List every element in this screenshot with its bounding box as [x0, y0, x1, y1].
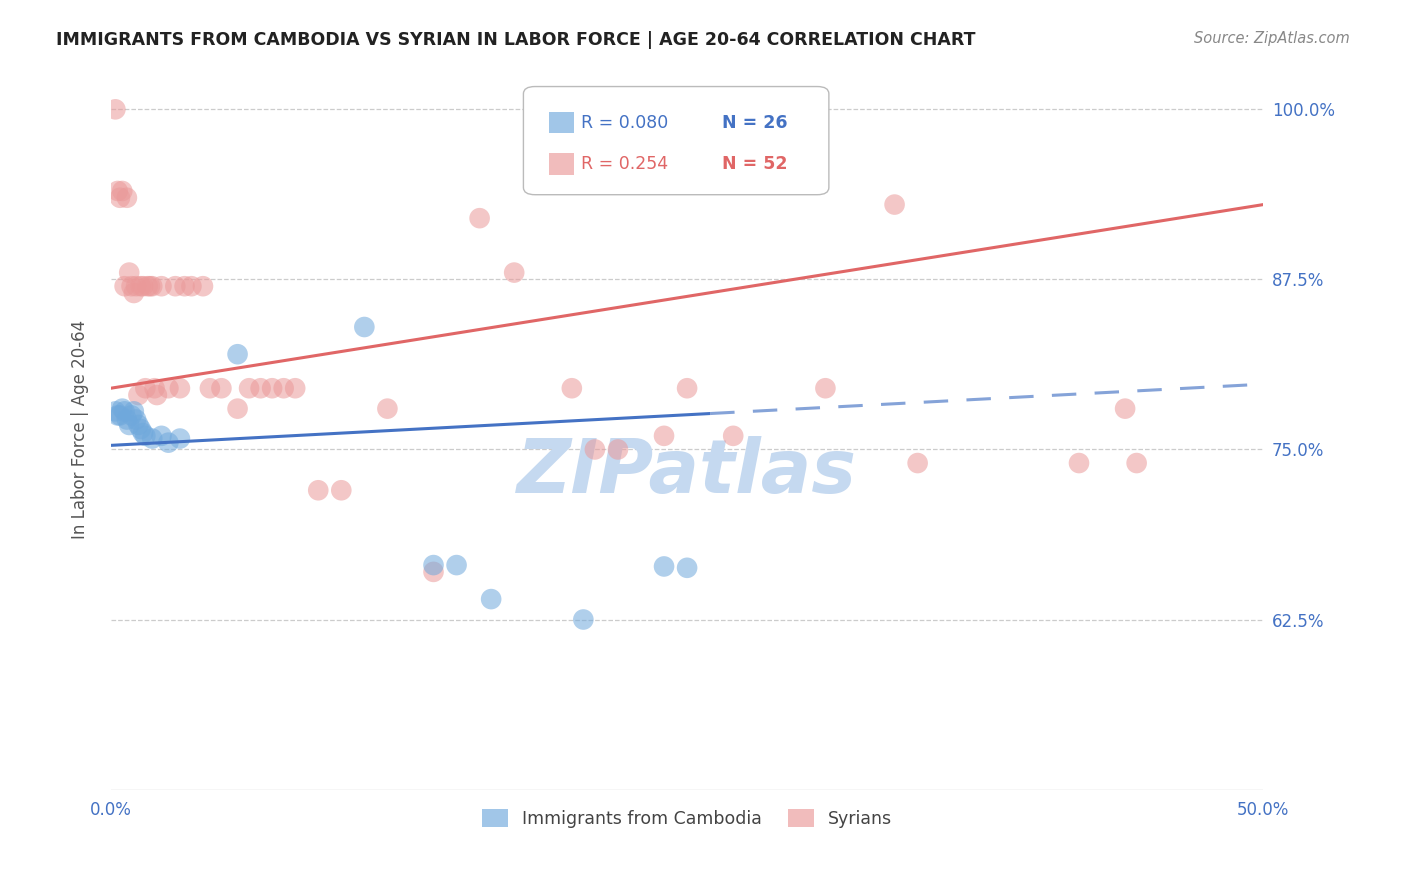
Point: [446, 558, 468, 573]
Point: [169, 432, 191, 446]
Point: [1067, 456, 1090, 470]
Point: [273, 381, 295, 395]
Point: [180, 279, 202, 293]
Point: [134, 429, 156, 443]
Point: [108, 191, 131, 205]
Point: [150, 279, 173, 293]
Text: N = 52: N = 52: [721, 154, 787, 173]
Legend: Immigrants from Cambodia, Syrians: Immigrants from Cambodia, Syrians: [475, 802, 898, 835]
Point: [107, 184, 129, 198]
Point: [479, 592, 502, 607]
Point: [111, 184, 134, 198]
Point: [468, 211, 491, 226]
Point: [108, 409, 131, 423]
Point: [127, 417, 149, 432]
Point: [583, 442, 606, 457]
Point: [121, 279, 143, 293]
Point: [226, 347, 249, 361]
Point: [907, 456, 929, 470]
Point: [238, 381, 260, 395]
Point: [503, 266, 526, 280]
Point: [249, 381, 271, 395]
Point: [141, 432, 163, 446]
Point: [1114, 401, 1136, 416]
Point: [111, 401, 134, 416]
Point: [169, 381, 191, 395]
Point: [139, 279, 162, 293]
Point: [814, 381, 837, 395]
Point: [422, 558, 444, 573]
Y-axis label: In Labor Force | Age 20-64: In Labor Force | Age 20-64: [72, 319, 89, 539]
Point: [129, 279, 152, 293]
Text: IMMIGRANTS FROM CAMBODIA VS SYRIAN IN LABOR FORCE | AGE 20-64 CORRELATION CHART: IMMIGRANTS FROM CAMBODIA VS SYRIAN IN LA…: [56, 31, 976, 49]
Text: ZIPatlas: ZIPatlas: [517, 436, 858, 508]
Point: [143, 381, 166, 395]
Point: [127, 388, 149, 402]
Point: [125, 279, 148, 293]
Point: [134, 381, 156, 395]
Point: [676, 561, 699, 575]
Point: [607, 442, 630, 457]
Point: [676, 381, 699, 395]
Point: [157, 381, 180, 395]
Point: [118, 417, 141, 432]
Point: [136, 279, 159, 293]
Point: [652, 429, 675, 443]
Point: [191, 279, 214, 293]
Point: [104, 103, 127, 117]
Point: [121, 409, 143, 423]
Point: [114, 404, 136, 418]
Point: [165, 279, 187, 293]
Point: [262, 381, 284, 395]
Point: [104, 404, 127, 418]
Point: [721, 429, 744, 443]
Point: [284, 381, 307, 395]
Point: [107, 409, 129, 423]
Point: [115, 191, 138, 205]
Point: [353, 320, 375, 334]
Point: [122, 404, 145, 418]
Point: [198, 381, 221, 395]
Point: [146, 388, 169, 402]
Point: [132, 426, 155, 441]
Point: [114, 279, 136, 293]
Bar: [548, 153, 574, 175]
Point: [150, 429, 173, 443]
Point: [652, 559, 675, 574]
Point: [561, 381, 583, 395]
Bar: [548, 112, 574, 134]
Point: [122, 285, 145, 300]
Point: [1125, 456, 1147, 470]
FancyBboxPatch shape: [523, 87, 830, 194]
Text: Source: ZipAtlas.com: Source: ZipAtlas.com: [1194, 31, 1350, 46]
Text: N = 26: N = 26: [721, 113, 787, 132]
Point: [422, 565, 444, 579]
Point: [883, 197, 905, 211]
Point: [330, 483, 353, 498]
Point: [115, 412, 138, 426]
Text: R = 0.080: R = 0.080: [581, 113, 668, 132]
Point: [572, 613, 595, 627]
Point: [173, 279, 195, 293]
Point: [226, 401, 249, 416]
Point: [209, 381, 232, 395]
Point: [132, 279, 155, 293]
Point: [157, 435, 180, 450]
Point: [307, 483, 329, 498]
Point: [129, 422, 152, 436]
Text: R = 0.254: R = 0.254: [581, 154, 668, 173]
Point: [377, 401, 399, 416]
Point: [125, 412, 148, 426]
Point: [118, 266, 141, 280]
Point: [141, 279, 163, 293]
